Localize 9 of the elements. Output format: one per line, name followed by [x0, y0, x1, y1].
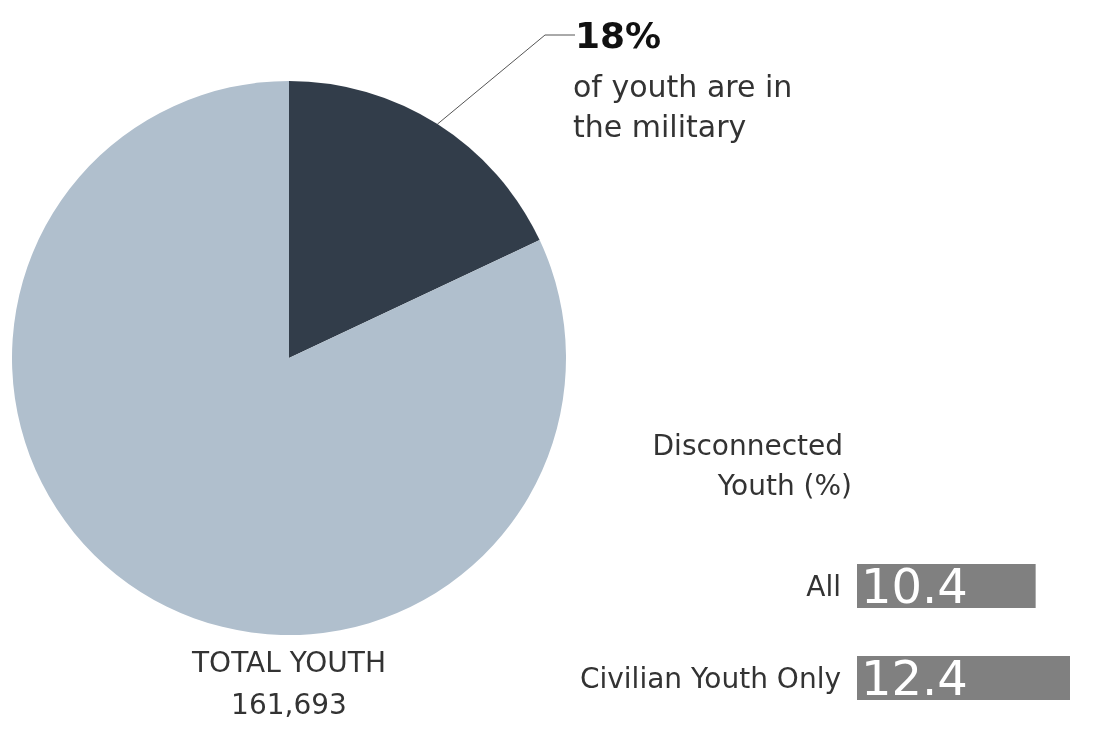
- data-label: 10.4: [861, 558, 968, 614]
- text: of youth are in the military: [573, 68, 802, 144]
- y-tick-label: All: [806, 569, 841, 603]
- text: TOTAL YOUTH: [191, 645, 386, 679]
- chart-title: Disconnected Youth (%): [652, 428, 852, 502]
- data-label: 18%: [575, 14, 662, 56]
- data-label: 12.4: [861, 650, 968, 706]
- text: 161,693: [231, 687, 347, 721]
- y-tick-label: Civilian Youth Only: [579, 661, 841, 695]
